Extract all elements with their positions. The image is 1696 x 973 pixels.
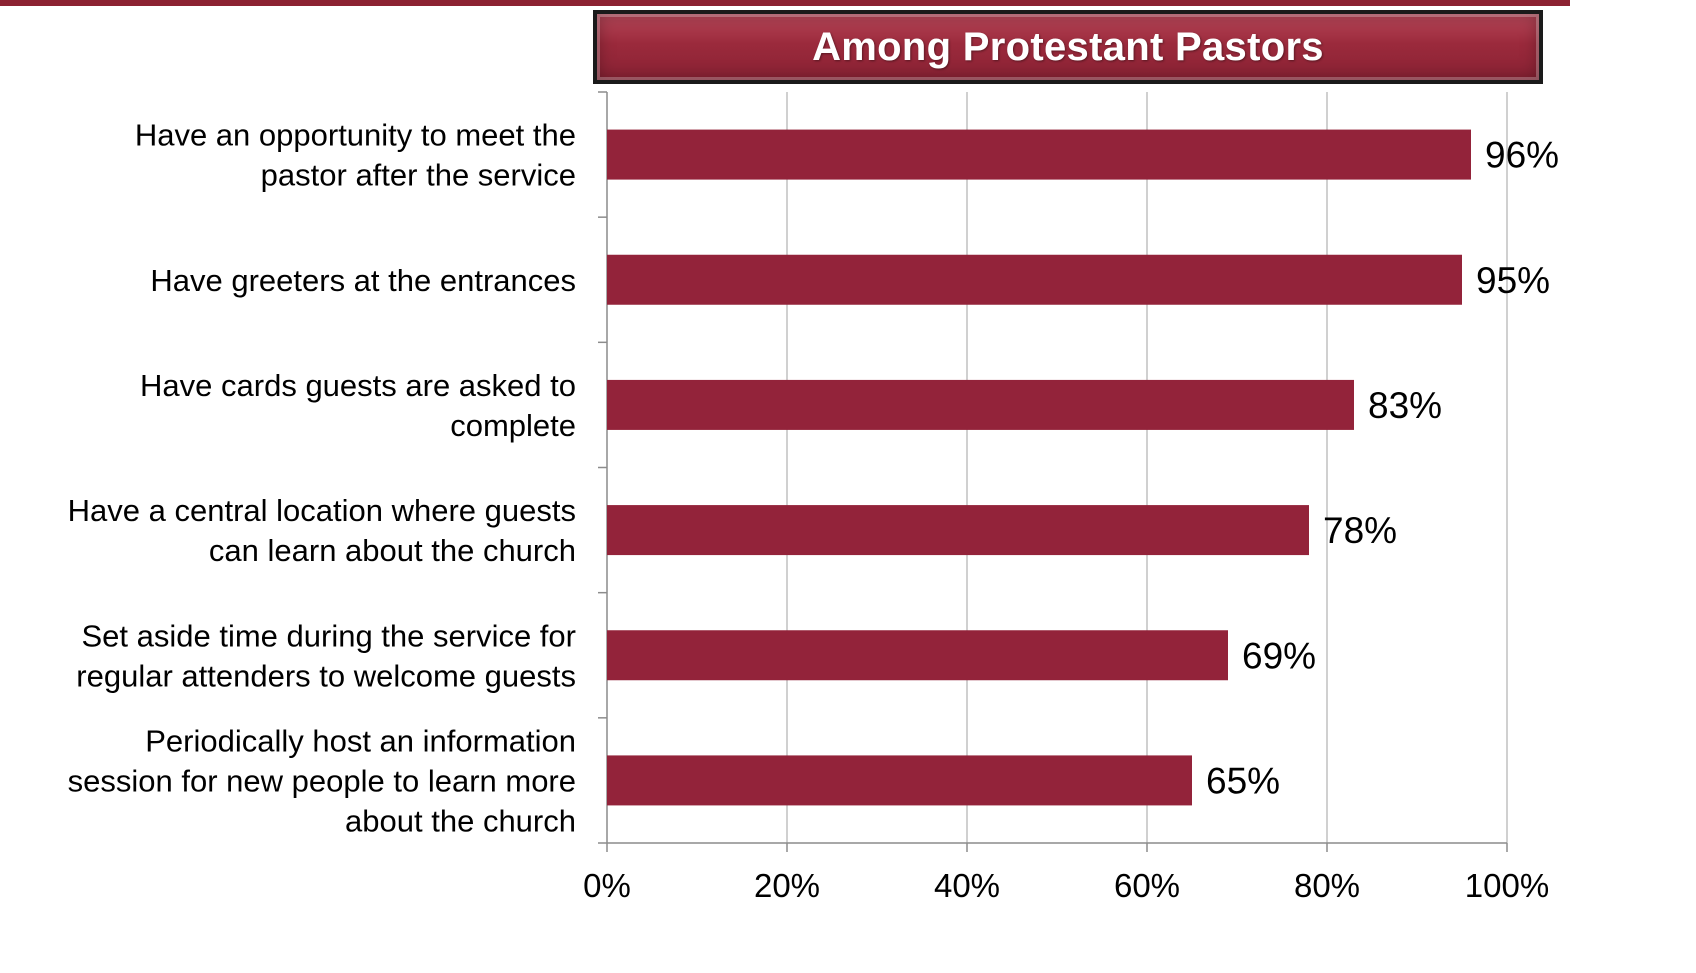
bars [607,129,1471,806]
category-label: Have greeters at the entrances [150,263,576,298]
category-label: Have a central location where guests [68,493,576,528]
category-label: complete [450,408,576,443]
bar [607,254,1462,305]
x-tick-label: 0% [583,867,631,904]
x-tick-label: 40% [934,867,1000,904]
labels: 0% 20% 40% 60% 80% 100% 96% Have an opportunity… [68,118,1559,904]
chart-title: Among Protestant Pastors [812,24,1324,69]
category-label: Have an opportunity to meet the [135,118,576,153]
title-banner: Among Protestant Pastors [593,10,1543,84]
category-label: Set aside time during the service for [81,618,576,653]
bar [607,129,1471,180]
category-label: can learn about the church [209,533,576,568]
value-label: 65% [1206,760,1280,801]
category-label: regular attenders to welcome guests [76,658,576,693]
x-tick-label: 20% [754,867,820,904]
category-label: pastor after the service [261,158,576,193]
category-label: session for new people to learn more [68,763,576,798]
category-label: Periodically host an information [145,723,576,758]
bar [607,505,1309,556]
x-tick-label: 100% [1465,867,1549,904]
value-label: 95% [1476,260,1550,301]
category-label: about the church [345,803,576,838]
bar [607,379,1354,430]
category-label: Have cards guests are asked to [140,368,576,403]
bar [607,755,1192,806]
value-label: 69% [1242,635,1316,676]
value-label: 78% [1323,510,1397,551]
bar [607,630,1228,681]
header-rule [0,0,1570,6]
value-label: 96% [1485,135,1559,176]
x-tick-label: 80% [1294,867,1360,904]
axes [598,91,1508,852]
gridlines [786,92,1508,843]
value-label: 83% [1368,385,1442,426]
x-tick-label: 60% [1114,867,1180,904]
